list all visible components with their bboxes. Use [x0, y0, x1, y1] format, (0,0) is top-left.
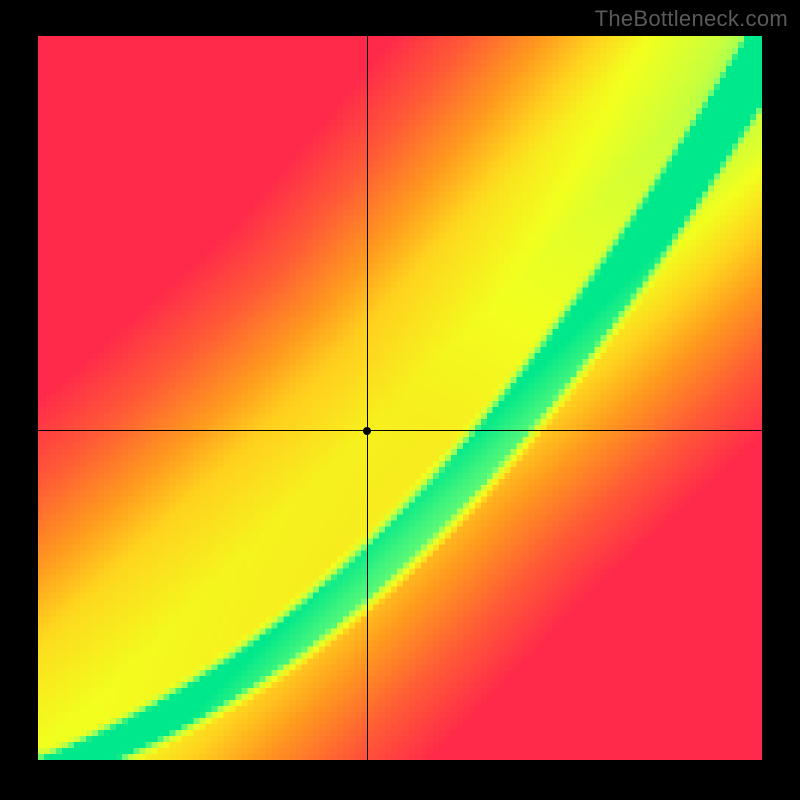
heatmap-canvas: [38, 36, 762, 760]
crosshair-vertical: [367, 36, 368, 760]
crosshair-horizontal: [38, 430, 762, 431]
heatmap-plot: [38, 36, 762, 760]
page-root: TheBottleneck.com: [0, 0, 800, 800]
watermark-text: TheBottleneck.com: [595, 6, 788, 32]
crosshair-dot: [363, 427, 371, 435]
